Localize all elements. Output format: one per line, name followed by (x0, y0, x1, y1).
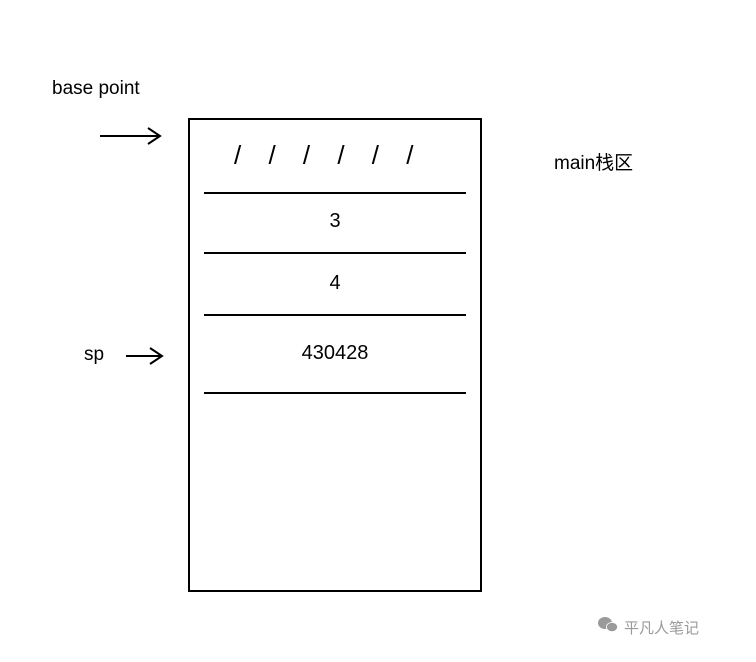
row-sep-3 (204, 392, 466, 394)
stack-cell-2: 430428 (188, 342, 482, 365)
sp-label: sp (84, 344, 104, 366)
sp-arrow (124, 344, 172, 368)
row-sep-1 (204, 252, 466, 254)
diagram-canvas: base point sp main栈区 / / / / / / 3 4 430… (0, 0, 756, 662)
watermark: 平凡人笔记 (598, 616, 699, 639)
wechat-icon (598, 616, 618, 639)
stack-cell-1: 4 (188, 272, 482, 295)
hatched-row: / / / / / / (234, 140, 423, 171)
row-sep-2 (204, 314, 466, 316)
stack-cell-0: 3 (188, 210, 482, 233)
base-point-label: base point (52, 78, 140, 100)
row-sep-0 (204, 192, 466, 194)
base-point-arrow (98, 124, 172, 148)
watermark-text: 平凡人笔记 (624, 617, 699, 638)
right-label: main栈区 (554, 148, 633, 175)
